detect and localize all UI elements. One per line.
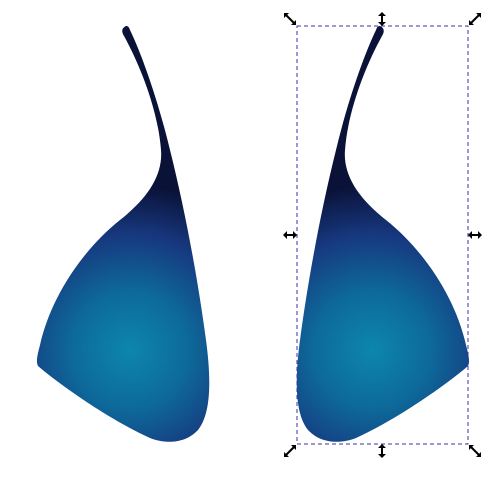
scale-handle-top-icon[interactable] [378,12,386,26]
scale-handle-right-icon[interactable] [468,231,482,239]
scale-handle-bottom-right-icon[interactable] [469,445,481,457]
scale-handle-top-right-icon[interactable] [469,13,481,25]
left-petal-shape[interactable] [36,26,210,442]
right-petal-shape[interactable] [296,26,470,442]
scale-handle-top-left-icon[interactable] [284,13,296,25]
scale-handle-left-icon[interactable] [283,231,297,239]
scale-handle-bottom-icon[interactable] [378,444,386,458]
scale-handle-bottom-left-icon[interactable] [284,445,296,457]
